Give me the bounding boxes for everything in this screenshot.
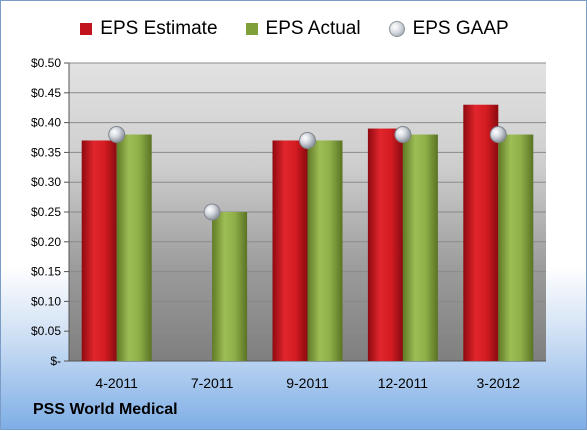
bar-eps-actual (402, 134, 438, 361)
y-tick-label: $0.05 (31, 324, 61, 338)
legend-swatch-actual (245, 23, 258, 35)
y-tick-label: $0.35 (31, 145, 61, 159)
point-eps-gaap (299, 131, 316, 149)
y-tick-label: $0.20 (31, 235, 61, 249)
legend-swatch-estimate (80, 23, 93, 35)
point-eps-gaap (203, 203, 221, 221)
y-tick-label: $0.15 (31, 265, 61, 279)
bar-eps-actual (212, 212, 248, 361)
y-tick-label: $0.45 (31, 86, 61, 100)
point-eps-gaap (394, 126, 412, 144)
y-tick-label: $- (50, 354, 61, 368)
legend-label-gaap: EPS GAAP (412, 18, 509, 39)
point-eps-gaap (489, 126, 507, 144)
x-tick-label: 4-2011 (95, 375, 138, 391)
x-tick-label: 7-2011 (191, 375, 234, 391)
x-tick-label: 3-2012 (477, 375, 521, 391)
bar-eps-actual (498, 134, 534, 361)
bar-eps-estimate (463, 104, 499, 361)
legend-item-gaap: EPS GAAP (388, 18, 509, 40)
bar-eps-actual (307, 140, 343, 361)
point-eps-gaap (108, 126, 126, 144)
x-tick-label: 9-2011 (286, 375, 329, 391)
bar-eps-actual (116, 134, 152, 361)
legend-label-actual: EPS Actual (265, 18, 361, 39)
y-tick-label: $0.10 (31, 294, 61, 308)
legend-swatch-gaap (388, 21, 405, 37)
legend: EPS Estimate EPS Actual EPS GAAP (1, 15, 587, 43)
legend-label-estimate: EPS Estimate (100, 18, 218, 39)
y-tick-label: $0.40 (31, 116, 61, 130)
bar-eps-estimate (81, 140, 117, 361)
bar-eps-estimate (272, 140, 308, 361)
legend-item-estimate: EPS Estimate (80, 18, 218, 40)
x-tick-label: 12-2011 (378, 375, 429, 391)
y-tick-label: $0.30 (31, 175, 61, 189)
company-name: PSS World Medical (33, 401, 178, 418)
legend-item-actual: EPS Actual (245, 18, 361, 40)
bar-eps-estimate (367, 128, 403, 361)
y-tick-label: $0.50 (31, 56, 61, 70)
y-tick-label: $0.25 (31, 205, 61, 219)
